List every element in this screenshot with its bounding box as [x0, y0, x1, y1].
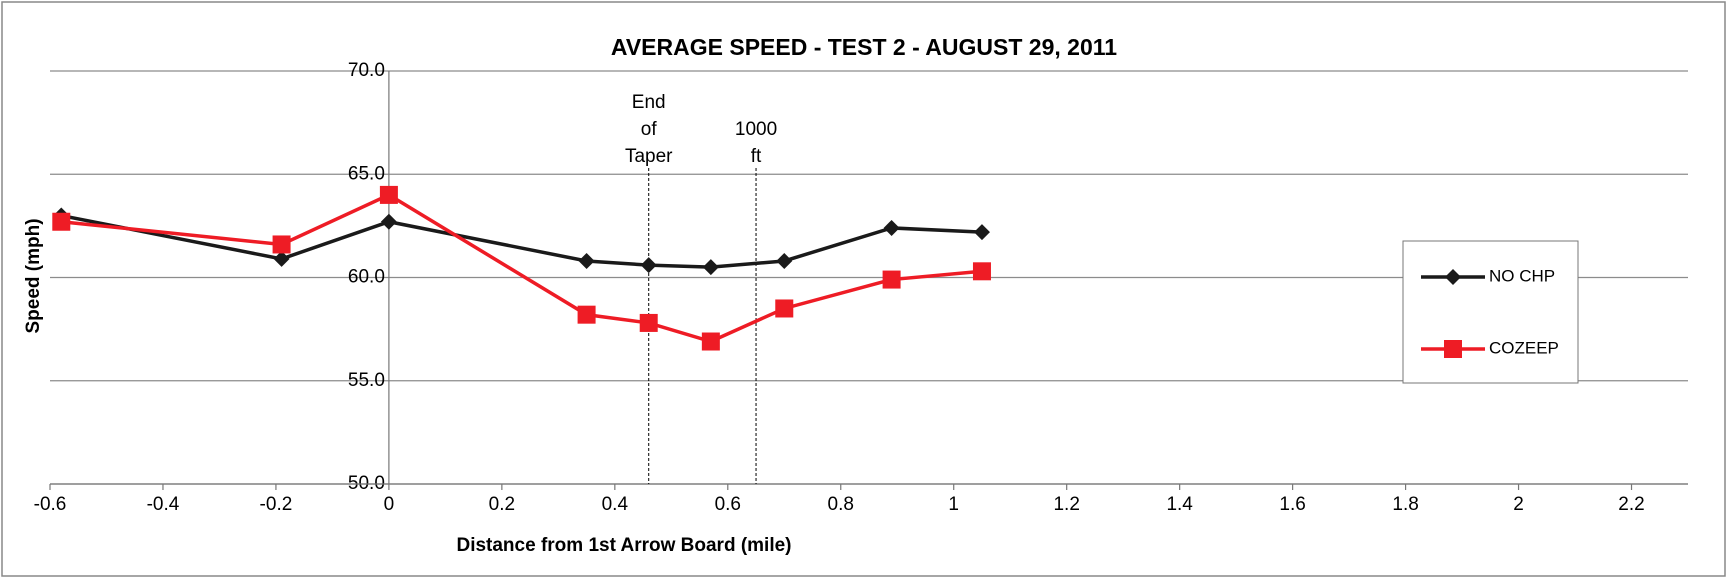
annotation-text: Taper [625, 146, 673, 167]
x-tick-label: 1.4 [1166, 494, 1193, 515]
data-point [272, 235, 291, 254]
x-tick-label: 0.8 [828, 494, 854, 515]
data-point [578, 252, 595, 269]
y-tick-label: 65.0 [348, 163, 385, 184]
x-tick-label: 2 [1513, 494, 1524, 515]
annotation-text: ft [751, 146, 762, 167]
data-point [972, 262, 991, 281]
x-tick-label: 1 [948, 494, 959, 515]
data-point [639, 313, 658, 332]
data-point [701, 332, 720, 351]
x-tick-label: 0.2 [489, 494, 515, 515]
x-tick-label: 1.2 [1053, 494, 1079, 515]
data-point [640, 257, 657, 274]
x-tick-label: -0.6 [34, 494, 67, 515]
data-point [973, 224, 990, 241]
data-point [883, 219, 900, 236]
data-point [1445, 269, 1461, 285]
data-point [273, 250, 290, 267]
x-tick-label: 1.6 [1279, 494, 1305, 515]
data-point [380, 213, 397, 230]
data-point [776, 252, 793, 269]
data-point [52, 212, 71, 231]
legend-label: NO CHP [1489, 266, 1555, 285]
data-point [577, 305, 596, 324]
x-tick-label: -0.2 [260, 494, 293, 515]
data-point [882, 270, 901, 289]
annotation-text: of [641, 119, 658, 140]
y-axis-label: Speed (mph) [23, 218, 44, 333]
y-tick-label: 70.0 [348, 60, 385, 81]
x-axis-label: Distance from 1st Arrow Board (mile) [456, 535, 791, 556]
y-tick-label: 55.0 [348, 370, 385, 391]
x-tick-label: 1.8 [1392, 494, 1418, 515]
x-tick-label: 0.6 [715, 494, 741, 515]
data-point [702, 259, 719, 276]
y-tick-label: 60.0 [348, 267, 385, 288]
data-point [379, 185, 398, 204]
x-tick-label: 0 [384, 494, 395, 515]
data-point [1444, 340, 1462, 358]
annotation-text: End [632, 92, 666, 113]
annotation-text: 1000 [735, 119, 777, 140]
legend-box [1402, 240, 1579, 384]
x-tick-label: 2.2 [1618, 494, 1644, 515]
data-point [775, 299, 794, 318]
x-tick-label: -0.4 [147, 494, 180, 515]
chart-title: AVERAGE SPEED - TEST 2 - AUGUST 29, 2011 [611, 34, 1117, 60]
legend-label: COZEEP [1489, 338, 1559, 357]
x-tick-label: 0.4 [602, 494, 629, 515]
